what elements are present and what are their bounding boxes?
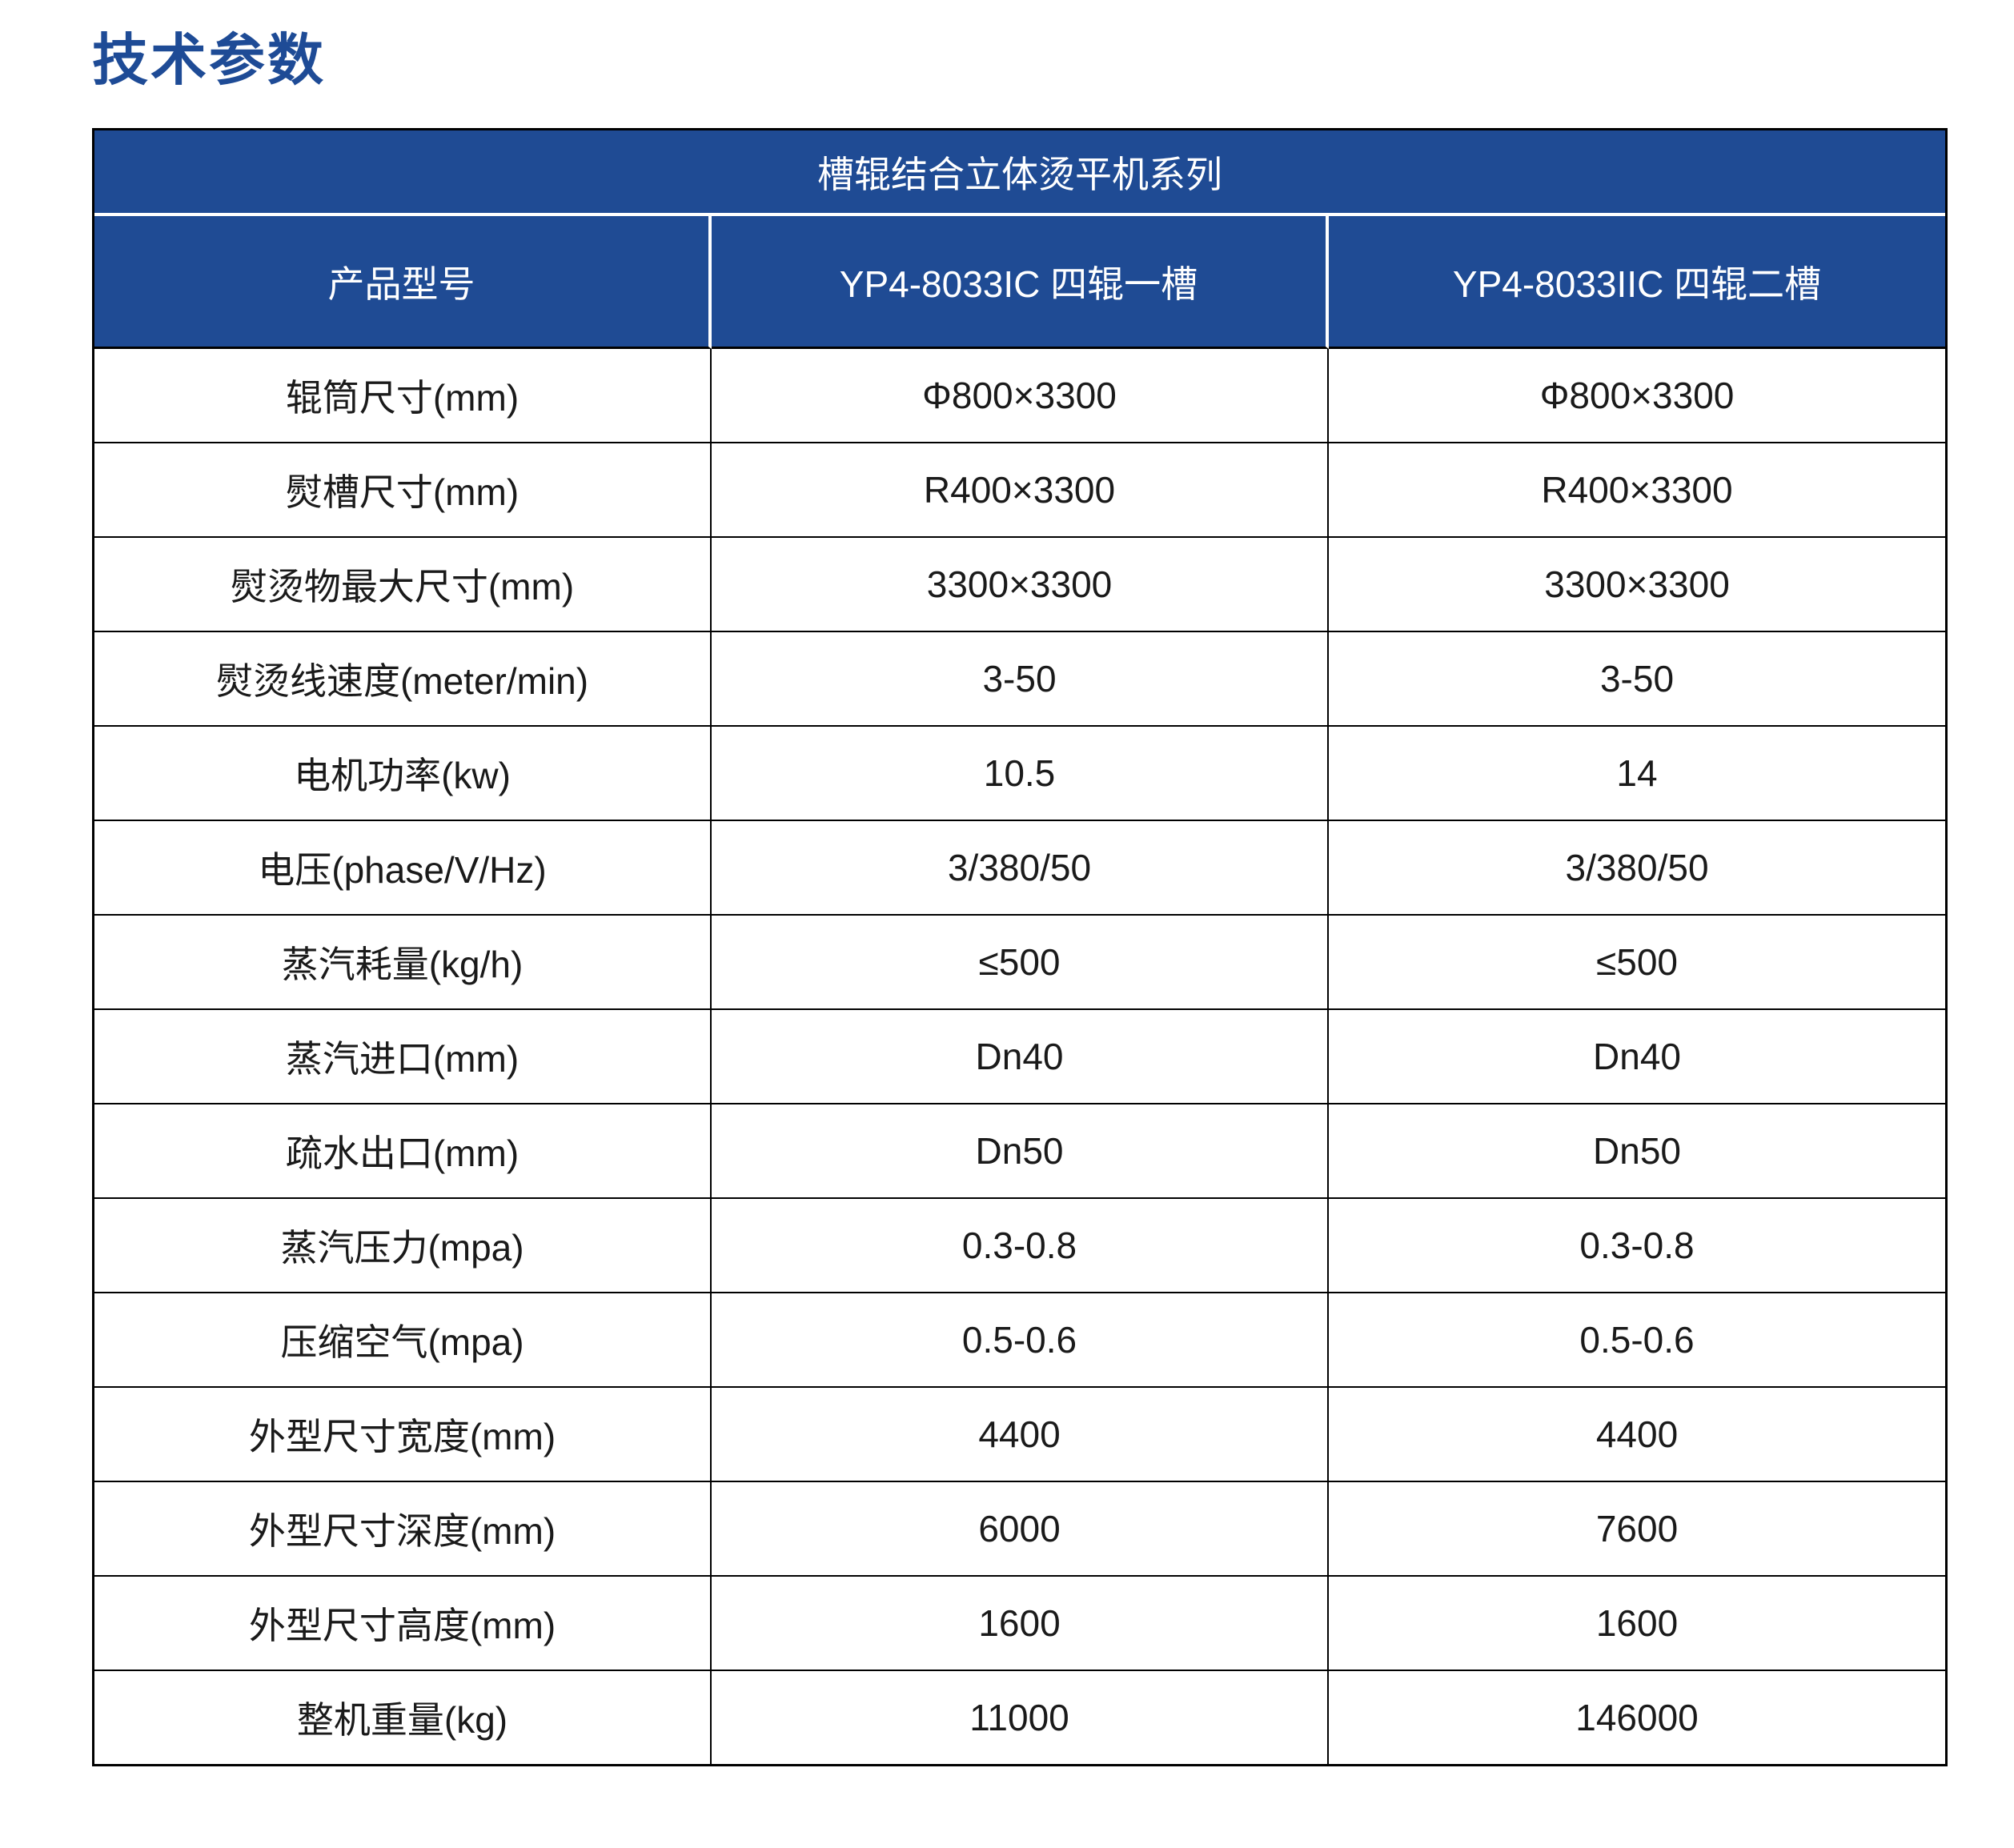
column-header-model-2: YP4-8033IIC 四辊二槽	[1329, 216, 1946, 349]
row-label-cell: 熨槽尺寸(mm)	[94, 443, 712, 538]
spec-row: 外型尺寸宽度(mm) 4400 4400	[94, 1388, 1946, 1482]
row-value-cell: 6000	[712, 1482, 1329, 1577]
row-value-cell: Dn50	[712, 1104, 1329, 1199]
row-value-cell: 7600	[1329, 1482, 1946, 1577]
page-title: 技术参数	[92, 29, 326, 91]
row-value-cell: 146000	[1329, 1671, 1946, 1764]
page: 技术参数 槽辊结合立体烫平机系列 产品型号 YP4-8033IC 四辊一槽 YP…	[92, 29, 1948, 1766]
row-value-cell: Dn40	[712, 1010, 1329, 1104]
spec-row: 熨槽尺寸(mm) R400×3300 R400×3300	[94, 443, 1946, 538]
row-label-cell: 蒸汽耗量(kg/h)	[94, 916, 712, 1010]
row-value-cell: ≤500	[712, 916, 1329, 1010]
spec-row: 蒸汽耗量(kg/h) ≤500 ≤500	[94, 916, 1946, 1010]
row-label-cell: 蒸汽压力(mpa)	[94, 1199, 712, 1293]
row-label-cell: 熨烫线速度(meter/min)	[94, 632, 712, 727]
row-value-cell: 3/380/50	[1329, 821, 1946, 916]
row-value-cell: 3300×3300	[712, 538, 1329, 632]
row-value-cell: 10.5	[712, 727, 1329, 821]
spec-row: 蒸汽压力(mpa) 0.3-0.8 0.3-0.8	[94, 1199, 1946, 1293]
row-label-cell: 压缩空气(mpa)	[94, 1293, 712, 1388]
row-value-cell: 3-50	[1329, 632, 1946, 727]
row-label-cell: 电机功率(kw)	[94, 727, 712, 821]
series-title-cell: 槽辊结合立体烫平机系列	[94, 130, 1946, 216]
spec-table-header: 槽辊结合立体烫平机系列 产品型号 YP4-8033IC 四辊一槽 YP4-803…	[94, 130, 1946, 349]
row-value-cell: 14	[1329, 727, 1946, 821]
row-label-cell: 疏水出口(mm)	[94, 1104, 712, 1199]
spec-row: 外型尺寸深度(mm) 6000 7600	[94, 1482, 1946, 1577]
row-value-cell: R400×3300	[1329, 443, 1946, 538]
series-header-row: 槽辊结合立体烫平机系列	[94, 130, 1946, 216]
column-header-model-1: YP4-8033IC 四辊一槽	[712, 216, 1329, 349]
spec-table: 槽辊结合立体烫平机系列 产品型号 YP4-8033IC 四辊一槽 YP4-803…	[92, 128, 1948, 1766]
spec-row: 熨烫物最大尺寸(mm) 3300×3300 3300×3300	[94, 538, 1946, 632]
model-header-row: 产品型号 YP4-8033IC 四辊一槽 YP4-8033IIC 四辊二槽	[94, 216, 1946, 349]
spec-row: 电压(phase/V/Hz) 3/380/50 3/380/50	[94, 821, 1946, 916]
spec-row: 外型尺寸高度(mm) 1600 1600	[94, 1577, 1946, 1671]
row-value-cell: 3-50	[712, 632, 1329, 727]
row-value-cell: 0.5-0.6	[712, 1293, 1329, 1388]
row-label-cell: 蒸汽进口(mm)	[94, 1010, 712, 1104]
spec-table-body: 辊筒尺寸(mm) Φ800×3300 Φ800×3300 熨槽尺寸(mm) R400×3…	[94, 349, 1946, 1764]
row-value-cell: Φ800×3300	[1329, 349, 1946, 443]
row-value-cell: Φ800×3300	[712, 349, 1329, 443]
spec-row: 电机功率(kw) 10.5 14	[94, 727, 1946, 821]
spec-row: 熨烫线速度(meter/min) 3-50 3-50	[94, 632, 1946, 727]
row-value-cell: 0.5-0.6	[1329, 1293, 1946, 1388]
spec-row: 疏水出口(mm) Dn50 Dn50	[94, 1104, 1946, 1199]
spec-row: 辊筒尺寸(mm) Φ800×3300 Φ800×3300	[94, 349, 1946, 443]
row-label-cell: 整机重量(kg)	[94, 1671, 712, 1764]
spec-row: 压缩空气(mpa) 0.5-0.6 0.5-0.6	[94, 1293, 1946, 1388]
row-value-cell: 0.3-0.8	[712, 1199, 1329, 1293]
spec-row: 整机重量(kg) 11000 146000	[94, 1671, 1946, 1764]
row-value-cell: 3300×3300	[1329, 538, 1946, 632]
row-value-cell: 4400	[1329, 1388, 1946, 1482]
row-value-cell: 4400	[712, 1388, 1329, 1482]
row-value-cell: 1600	[1329, 1577, 1946, 1671]
row-label-cell: 电压(phase/V/Hz)	[94, 821, 712, 916]
column-header-product-model: 产品型号	[94, 216, 712, 349]
row-label-cell: 熨烫物最大尺寸(mm)	[94, 538, 712, 632]
row-value-cell: ≤500	[1329, 916, 1946, 1010]
row-value-cell: 1600	[712, 1577, 1329, 1671]
row-value-cell: 3/380/50	[712, 821, 1329, 916]
spec-row: 蒸汽进口(mm) Dn40 Dn40	[94, 1010, 1946, 1104]
row-label-cell: 辊筒尺寸(mm)	[94, 349, 712, 443]
row-value-cell: R400×3300	[712, 443, 1329, 538]
row-label-cell: 外型尺寸高度(mm)	[94, 1577, 712, 1671]
row-label-cell: 外型尺寸深度(mm)	[94, 1482, 712, 1577]
row-value-cell: 0.3-0.8	[1329, 1199, 1946, 1293]
row-value-cell: Dn50	[1329, 1104, 1946, 1199]
row-label-cell: 外型尺寸宽度(mm)	[94, 1388, 712, 1482]
row-value-cell: 11000	[712, 1671, 1329, 1764]
row-value-cell: Dn40	[1329, 1010, 1946, 1104]
